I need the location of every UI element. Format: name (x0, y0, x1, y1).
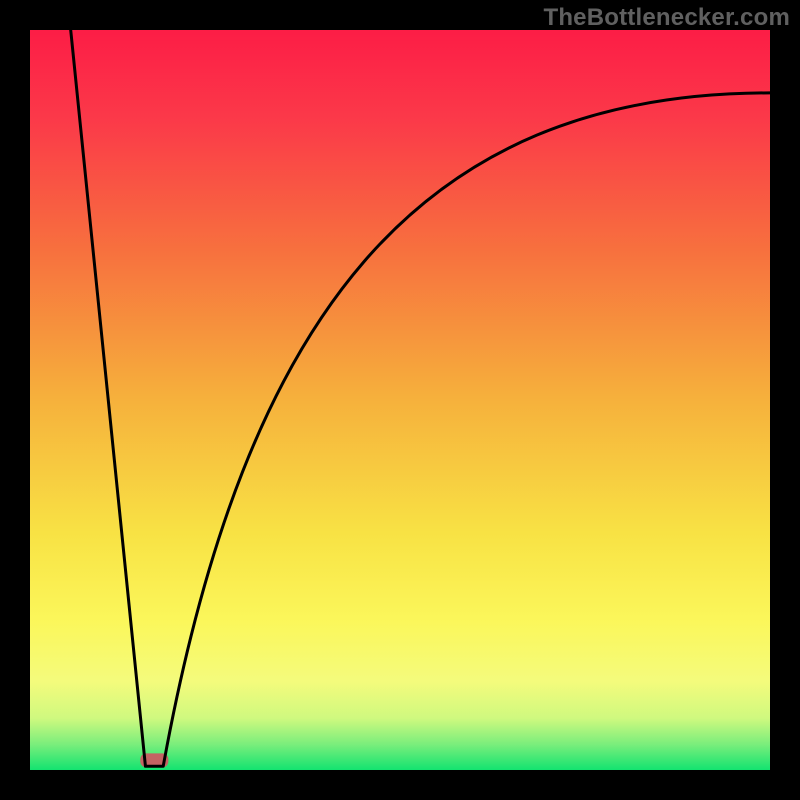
plot-area (30, 30, 770, 770)
bottleneck-gradient-chart (0, 0, 800, 800)
chart-stage: TheBottlenecker.com (0, 0, 800, 800)
